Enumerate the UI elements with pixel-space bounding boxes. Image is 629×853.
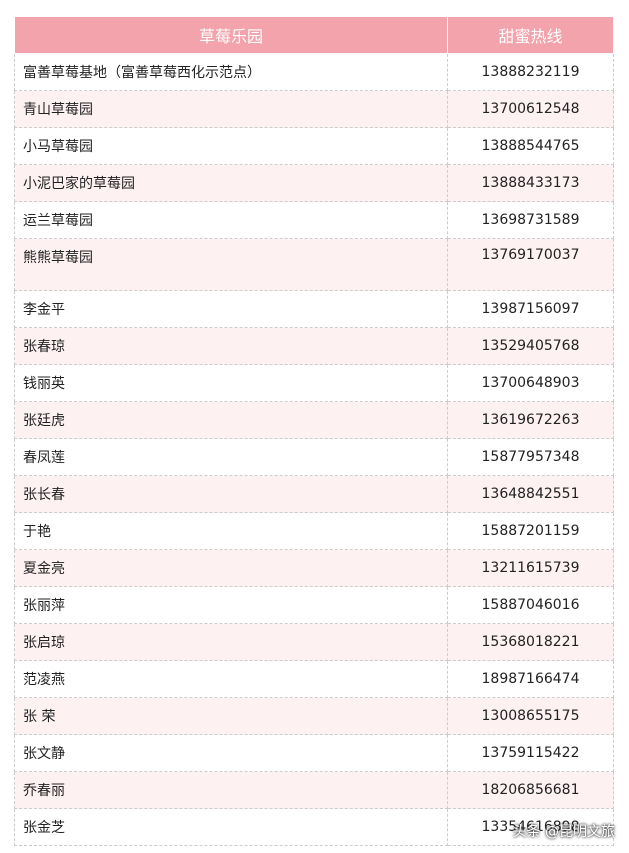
phone-cell: 18987166474 — [447, 660, 614, 698]
phone-cell: 15368018221 — [447, 623, 614, 661]
table-row: 小马草莓园 13888544765 — [14, 127, 614, 165]
name-cell: 小马草莓园 — [14, 127, 448, 165]
name-cell: 钱丽英 — [14, 364, 448, 402]
header-cell: 甜蜜热线 — [447, 16, 614, 54]
name-cell: 熊熊草莓园 — [14, 238, 448, 291]
table-row: 春凤莲 15877957348 — [14, 438, 614, 476]
phone-cell: 15877957348 — [447, 438, 614, 476]
table-row: 李金平 13987156097 — [14, 290, 614, 328]
table-row: 张春琼 13529405768 — [14, 327, 614, 365]
header-row: 草莓乐园 甜蜜热线 — [14, 16, 614, 54]
phone-cell: 13354616898 — [447, 808, 614, 846]
table-row: 于艳 15887201159 — [14, 512, 614, 550]
name-cell: 富善草莓基地（富善草莓西化示范点） — [14, 53, 448, 91]
name-cell: 张 荣 — [14, 697, 448, 735]
table-row: 张长春 13648842551 — [14, 475, 614, 513]
phone-cell: 15887046016 — [447, 586, 614, 624]
phone-cell: 13648842551 — [447, 475, 614, 513]
phone-cell: 13619672263 — [447, 401, 614, 439]
name-cell: 范凌燕 — [14, 660, 448, 698]
name-cell: 小泥巴家的草莓园 — [14, 164, 448, 202]
name-cell: 张金芝 — [14, 808, 448, 846]
phone-cell: 13769170037 — [447, 238, 614, 291]
table-row: 张金芝 13354616898 — [14, 808, 614, 846]
name-cell: 运兰草莓园 — [14, 201, 448, 239]
phone-cell: 13700648903 — [447, 364, 614, 402]
table-row: 范凌燕 18987166474 — [14, 660, 614, 698]
watermark: 头条 @昆明文旅 — [512, 824, 615, 840]
table-row: 张廷虎 13619672263 — [14, 401, 614, 439]
name-cell: 于艳 — [14, 512, 448, 550]
phone-cell: 13888544765 — [447, 127, 614, 165]
table-row: 张 荣 13008655175 — [14, 697, 614, 735]
header-cell: 草莓乐园 — [14, 16, 448, 54]
name-cell: 青山草莓园 — [14, 90, 448, 128]
table-row: 青山草莓园 13700612548 — [14, 90, 614, 128]
table-row: 运兰草莓园 13698731589 — [14, 201, 614, 239]
table-row: 小泥巴家的草莓园 13888433173 — [14, 164, 614, 202]
table-row: 乔春丽 18206856681 — [14, 771, 614, 809]
phone-cell: 13211615739 — [447, 549, 614, 587]
name-cell: 张启琼 — [14, 623, 448, 661]
phone-cell: 13888433173 — [447, 164, 614, 202]
table-row: 张丽萍 15887046016 — [14, 586, 614, 624]
name-cell: 夏金亮 — [14, 549, 448, 587]
name-cell: 张春琼 — [14, 327, 448, 365]
phone-cell: 13888232119 — [447, 53, 614, 91]
phone-cell: 13987156097 — [447, 290, 614, 328]
name-cell: 张廷虎 — [14, 401, 448, 439]
name-cell: 乔春丽 — [14, 771, 448, 809]
name-cell: 张文静 — [14, 734, 448, 772]
table-row: 张文静 13759115422 — [14, 734, 614, 772]
table-body: 富善草莓基地（富善草莓西化示范点） 13888232119 青山草莓园 1370061… — [14, 53, 614, 846]
phone-cell: 13698731589 — [447, 201, 614, 239]
name-cell: 张长春 — [14, 475, 448, 513]
phone-cell: 13700612548 — [447, 90, 614, 128]
name-cell: 张丽萍 — [14, 586, 448, 624]
phone-cell: 15887201159 — [447, 512, 614, 550]
table-row: 富善草莓基地（富善草莓西化示范点） 13888232119 — [14, 53, 614, 91]
phone-cell: 13008655175 — [447, 697, 614, 735]
table-row: 熊熊草莓园 13769170037 — [14, 238, 614, 291]
contact-table: 草莓乐园 甜蜜热线 富善草莓基地（富善草莓西化示范点） 13888232119 青山… — [14, 16, 614, 846]
name-cell: 李金平 — [14, 290, 448, 328]
phone-cell: 18206856681 — [447, 771, 614, 809]
table-row: 张启琼 15368018221 — [14, 623, 614, 661]
name-cell: 春凤莲 — [14, 438, 448, 476]
table-row: 钱丽英 13700648903 — [14, 364, 614, 402]
phone-cell: 13759115422 — [447, 734, 614, 772]
table-row: 夏金亮 13211615739 — [14, 549, 614, 587]
phone-cell: 13529405768 — [447, 327, 614, 365]
